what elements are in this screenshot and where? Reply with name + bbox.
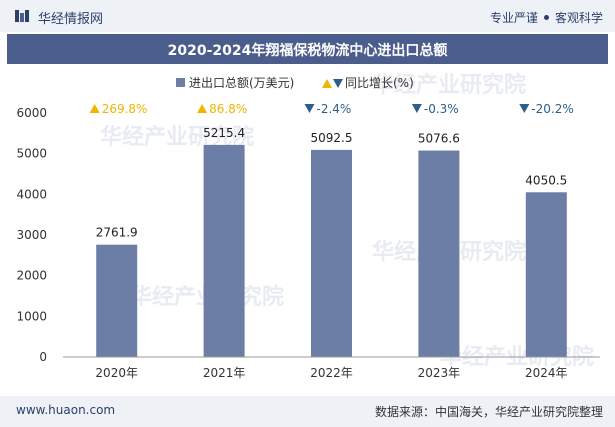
legend-bar-swatch	[176, 78, 185, 87]
bar-value-label: 2761.9	[96, 226, 138, 240]
y-tick-label: 0	[39, 350, 47, 364]
y-tick-label: 2000	[16, 269, 47, 283]
chart-title: 2020-2024年翔福保税物流中心进出口总额	[167, 43, 448, 59]
x-tick-label: 2022年	[310, 366, 353, 380]
bar-value-label: 5092.5	[311, 131, 353, 145]
bar-value-label: 4050.5	[525, 173, 567, 187]
bar-value-label: 5215.4	[203, 126, 245, 140]
y-tick-label: 1000	[16, 309, 47, 323]
watermark-text: 华经产业研究院	[372, 72, 526, 98]
legend-bar-label: 进出口总额(万美元)	[189, 76, 294, 90]
legend-down-triangle-icon	[333, 79, 343, 88]
bar	[203, 144, 245, 357]
growth-down-triangle-icon	[304, 104, 315, 113]
growth-up-triangle-icon	[197, 104, 208, 113]
growth-label: -2.4%	[317, 102, 352, 116]
bar-value-label: 5076.6	[418, 132, 460, 146]
separator-dot-icon	[543, 15, 549, 20]
brand-name: 华经情报网	[38, 12, 104, 27]
legend-growth-label: 同比增长(%)	[345, 76, 414, 90]
bars: 2761.9 269.8% 5215.4 86.8% 5092.5 -2.4% 5076.6…	[89, 102, 574, 357]
legend: 进出口总额(万美元) 同比增长(%)	[176, 76, 414, 90]
slogan-left: 专业严谨	[489, 11, 538, 25]
data-source: 数据来源：中国海关，华经产业研究院整理	[374, 405, 603, 419]
growth-label: 269.8%	[102, 102, 148, 116]
growth-down-triangle-icon	[411, 104, 422, 113]
huajing-logo-icon	[15, 10, 29, 22]
y-axis: 0 1000 2000 3000 4000 5000 6000	[16, 106, 47, 364]
legend-up-triangle-icon	[322, 79, 332, 88]
y-tick-label: 6000	[16, 106, 47, 120]
slogan: 专业严谨 客观科学	[490, 9, 603, 26]
x-axis: 2020年 2021年 2022年 2023年 2024年	[95, 366, 567, 380]
x-tick-label: 2023年	[418, 366, 461, 380]
y-tick-label: 5000	[16, 147, 47, 161]
growth-up-triangle-icon	[89, 104, 100, 113]
bar	[418, 150, 460, 357]
growth-label: -0.3%	[424, 102, 459, 116]
bar	[311, 149, 352, 357]
title-bar: 2020-2024年翔福保税物流中心进出口总额	[7, 34, 608, 64]
slogan-right: 客观科学	[554, 11, 603, 25]
bar	[525, 192, 567, 357]
growth-label: 86.8%	[209, 102, 247, 116]
site-url: www.huaon.com	[16, 403, 116, 417]
growth-label: -20.2%	[531, 102, 573, 116]
x-tick-label: 2020年	[95, 366, 138, 380]
footer-bar: www.huaon.com 数据来源：中国海关，华经产业研究院整理	[0, 396, 615, 427]
header-bar: 华经情报网 专业严谨 客观科学	[0, 0, 615, 32]
growth-down-triangle-icon	[519, 104, 530, 113]
bar-chart: 华经产业研究院华经产业研究院华经产业研究院华经产业研究院华经产业研究院 进出口总…	[16, 72, 600, 380]
x-tick-label: 2024年	[525, 366, 568, 380]
y-tick-label: 3000	[16, 228, 47, 242]
bar	[96, 244, 138, 357]
x-tick-label: 2021年	[203, 366, 246, 380]
y-tick-label: 4000	[16, 187, 47, 201]
